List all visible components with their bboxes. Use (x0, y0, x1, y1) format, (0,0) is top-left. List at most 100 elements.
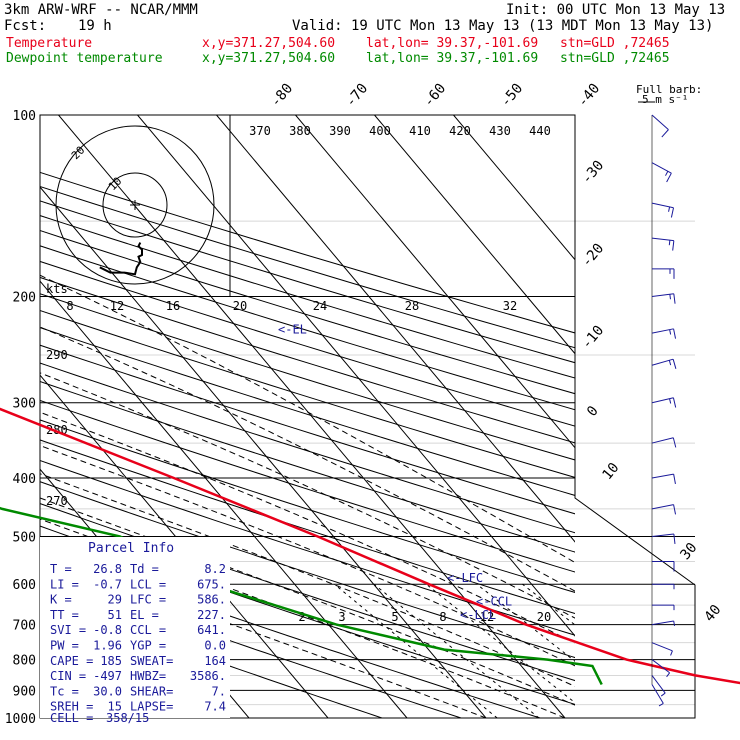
dewpoint-legend: Dewpoint temperature (6, 51, 163, 66)
theta-e-label: 420 (449, 124, 471, 138)
parcel-field-label: K = (50, 593, 72, 607)
parcel-cell-label: CELL = (50, 711, 93, 725)
parcel-field-label: SVI = (50, 623, 86, 637)
valid-time: Valid: 19 UTC Mon 13 May 13 (13 MDT Mon … (292, 18, 714, 34)
barb-key-title: Full barb: (636, 83, 703, 96)
wind-barb-feather (665, 171, 669, 176)
parcel-info-box (40, 537, 230, 718)
mixing-ratio-lines (334, 583, 740, 718)
dry-adiabat (40, 309, 575, 478)
parcel-field-value: 7. (212, 684, 226, 698)
mixing-ratio-line (583, 584, 740, 718)
isotherm-label: -40 (575, 81, 604, 111)
mixing-ratio-line (373, 583, 540, 718)
wind-barb-feather (660, 692, 666, 697)
hodograph-speed-label: 24 (313, 299, 327, 313)
mixing-ratio-label: 20 (537, 610, 551, 624)
dry-adiabat (40, 572, 462, 718)
temperature-xy: x,y=371.27,504.60 (202, 36, 336, 51)
model-title: 3km ARW-WRF -- NCAR/MMM (4, 2, 198, 18)
isotherm (137, 115, 575, 637)
pressure-label: 1000 (5, 712, 36, 727)
wind-barb-feather (668, 240, 671, 246)
mixing-ratio-label: 2 (298, 610, 305, 624)
parcel-field-value: 8.2 (204, 562, 226, 576)
dry-adiabat (40, 293, 575, 461)
parcel-field-value: 29 (108, 593, 122, 607)
parcel-field-label: SREH = (50, 700, 93, 714)
wind-barb (651, 328, 674, 334)
wind-barb-feather (670, 207, 675, 218)
parcel-field-label: TT = (50, 608, 79, 622)
isotherm (0, 115, 12, 718)
parcel-field-label: SWEAT= (130, 654, 173, 668)
dry-adiabat (40, 215, 575, 379)
parcel-field-value: -497 (93, 669, 122, 683)
temperature-legend: Temperature (6, 36, 93, 51)
wind-barb-feather (673, 620, 676, 626)
parcel-field-value: 30.0 (93, 684, 122, 698)
wind-barb-feather (669, 398, 672, 404)
wind-barb (651, 504, 674, 510)
wind-barb (651, 659, 670, 674)
parcel-field-value: 26.8 (93, 562, 122, 576)
dry-adiabat (40, 276, 575, 444)
wind-barb-feather (669, 329, 672, 335)
wind-barb-feather (666, 172, 672, 183)
pressure-label: 700 (13, 619, 36, 634)
hodograph-ring (102, 172, 168, 238)
mixing-ratio-label: 12 (480, 610, 494, 624)
isotherm (40, 374, 329, 718)
forecast-label: Fcst: (4, 18, 47, 34)
wind-barb (651, 620, 674, 626)
isotherm-label: -60 (421, 81, 450, 111)
parcel-info-title: Parcel Info (88, 541, 174, 556)
theta-e-label: 440 (529, 124, 551, 138)
hodograph-speed-label: 16 (166, 299, 180, 313)
hodograph-speed-label: 28 (405, 299, 419, 313)
isotherm-label: -10 (579, 323, 608, 353)
forecast-hour: 19 h (78, 18, 112, 34)
dewpoint-xy: x,y=371.27,504.60 (202, 51, 336, 66)
barb-key-value: 5 m s⁻¹ (642, 93, 689, 106)
dry-adiabat (40, 230, 575, 395)
wind-barb-feather (673, 293, 676, 304)
wind-barb-feather (673, 474, 676, 485)
mixing-ratio-label: 8 (439, 610, 446, 624)
parcel-field-value: 641. (197, 623, 226, 637)
wind-barb (651, 397, 674, 404)
wind-barb (651, 473, 674, 479)
isotherm (453, 115, 575, 261)
parcel-field-label: LCL = (130, 577, 166, 591)
parcel-field-label: CAPE = (50, 654, 93, 668)
parcel-field-value: 185 (100, 654, 122, 668)
pressure-label: 900 (13, 684, 36, 699)
isotherm-label: -20 (579, 241, 608, 271)
isotherm-label: 10 (599, 460, 622, 483)
isotherm-label: -80 (268, 81, 297, 111)
wind-barb-feather (670, 650, 673, 656)
wind-barb (651, 237, 674, 242)
parcel-field-label: T = (50, 562, 72, 576)
theta-e-label: 390 (329, 124, 351, 138)
parcel-field-value: 1.96 (93, 639, 122, 653)
isotherm-label: 0 (584, 403, 602, 420)
hodograph-speed-label: 8 (66, 299, 73, 313)
dry-adiabat (40, 245, 575, 411)
parcel-field-value: 7.4 (204, 700, 226, 714)
wind-barb-feather (672, 437, 677, 448)
parcel-field-label: EL = (130, 608, 159, 622)
parcel-field-value: 586. (197, 593, 226, 607)
level-marker: <-EL (278, 323, 307, 337)
dry-adiabat (40, 200, 575, 364)
wind-barb-feather (672, 359, 677, 369)
parcel-field-label: YGP = (130, 639, 166, 653)
isotherm-label: -70 (343, 81, 372, 111)
wind-barb-feather (672, 397, 677, 408)
parcel-field-label: CIN = (50, 669, 86, 683)
parcel-field-value: 675. (197, 577, 226, 591)
theta-e-label: 380 (289, 124, 311, 138)
mixing-ratio-label: 3 (338, 610, 345, 624)
wind-barb-feather (673, 533, 676, 545)
